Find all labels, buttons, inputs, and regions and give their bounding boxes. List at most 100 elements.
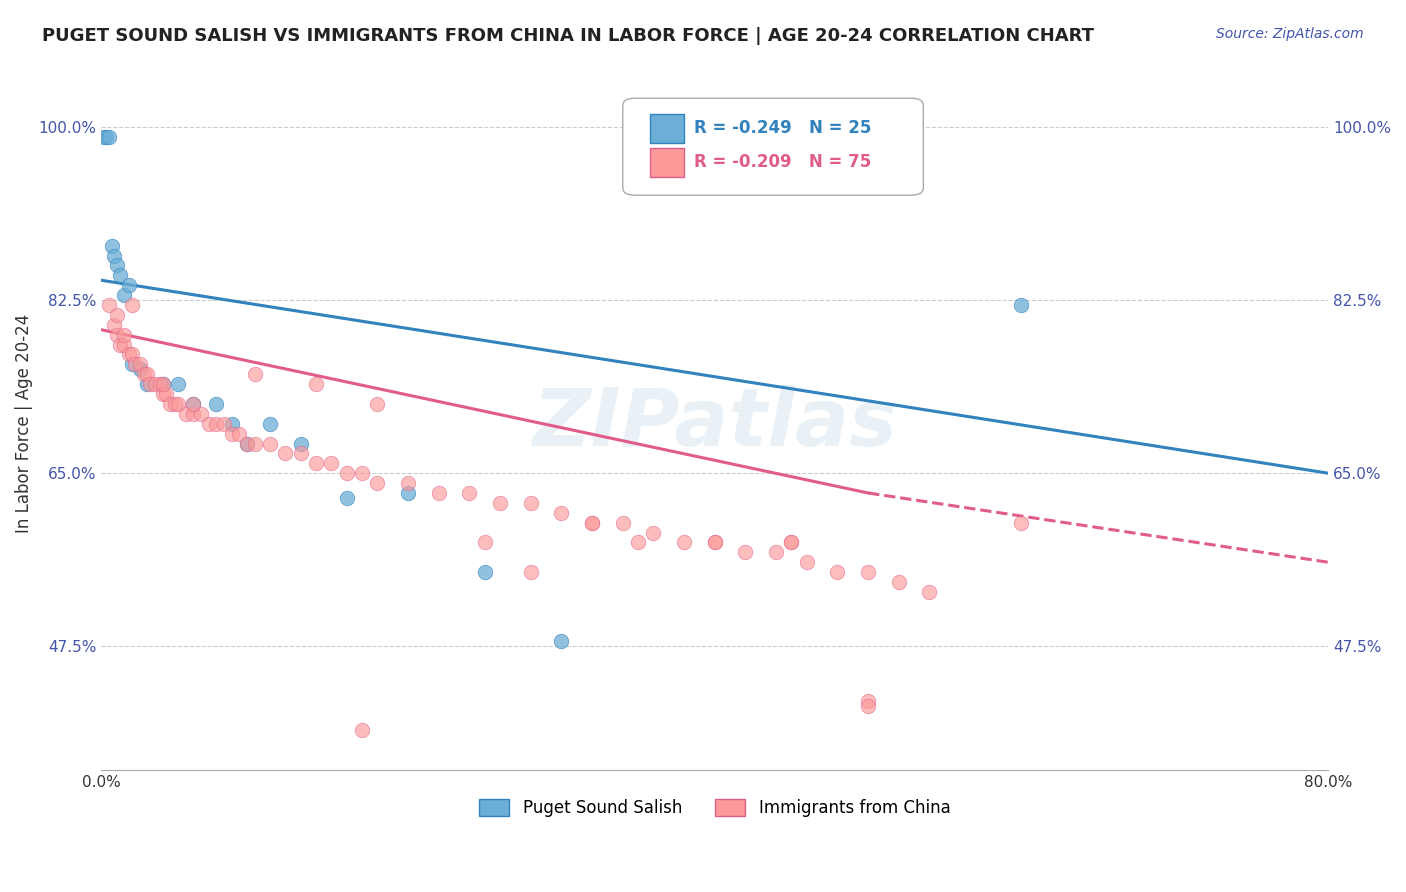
Text: R = -0.209   N = 75: R = -0.209 N = 75 xyxy=(695,153,872,171)
Point xyxy=(155,387,177,401)
Point xyxy=(474,535,496,549)
Point xyxy=(105,308,128,322)
Point xyxy=(167,377,190,392)
Point xyxy=(243,368,266,382)
Point xyxy=(228,426,250,441)
Point xyxy=(128,362,150,376)
Point xyxy=(221,426,243,441)
Point xyxy=(352,466,374,480)
Point xyxy=(205,417,228,431)
Point xyxy=(108,337,131,351)
Point xyxy=(336,491,359,505)
Point xyxy=(305,377,328,392)
Point xyxy=(856,694,879,708)
Point xyxy=(352,723,374,738)
Point xyxy=(780,535,803,549)
Point xyxy=(190,407,212,421)
Point xyxy=(581,516,603,530)
Point xyxy=(336,466,359,480)
Y-axis label: In Labor Force | Age 20-24: In Labor Force | Age 20-24 xyxy=(15,314,32,533)
Point xyxy=(167,397,190,411)
Point xyxy=(703,535,725,549)
Point xyxy=(643,525,665,540)
Point xyxy=(112,337,135,351)
Point xyxy=(734,545,756,559)
Point xyxy=(118,347,141,361)
Point xyxy=(520,496,543,510)
Point xyxy=(121,347,143,361)
Point xyxy=(101,238,124,252)
Point xyxy=(673,535,696,549)
Point xyxy=(796,555,818,569)
Point xyxy=(321,456,343,470)
Point xyxy=(139,377,162,392)
Point xyxy=(152,377,174,392)
Point xyxy=(98,129,121,144)
Point xyxy=(856,698,879,713)
Point xyxy=(396,476,419,491)
Point xyxy=(103,318,125,332)
Point xyxy=(366,397,388,411)
Point xyxy=(489,496,512,510)
Point xyxy=(918,585,941,599)
Point xyxy=(1010,516,1032,530)
Point xyxy=(93,129,115,144)
Point xyxy=(550,506,572,520)
Point xyxy=(427,486,450,500)
Point xyxy=(856,565,879,579)
Point xyxy=(627,535,650,549)
Point xyxy=(550,634,572,648)
Point xyxy=(366,476,388,491)
Bar xyxy=(650,148,685,178)
Point xyxy=(136,368,159,382)
Point xyxy=(780,535,803,549)
Point xyxy=(581,516,603,530)
Text: PUGET SOUND SALISH VS IMMIGRANTS FROM CHINA IN LABOR FORCE | AGE 20-24 CORRELATI: PUGET SOUND SALISH VS IMMIGRANTS FROM CH… xyxy=(42,27,1094,45)
Point xyxy=(458,486,481,500)
Point xyxy=(134,368,156,382)
Point xyxy=(236,436,259,450)
Point xyxy=(143,377,166,392)
Point xyxy=(149,377,172,392)
Point xyxy=(128,357,150,371)
Point xyxy=(290,446,312,460)
FancyBboxPatch shape xyxy=(623,98,924,195)
Point xyxy=(183,397,205,411)
Point xyxy=(118,278,141,293)
Point xyxy=(163,397,186,411)
Point xyxy=(183,407,205,421)
Point xyxy=(221,417,243,431)
Point xyxy=(103,248,125,262)
Bar xyxy=(650,114,685,144)
Point xyxy=(259,417,281,431)
Point xyxy=(205,397,228,411)
Point xyxy=(112,327,135,342)
Point xyxy=(152,387,174,401)
Point xyxy=(243,436,266,450)
Point xyxy=(703,535,725,549)
Point xyxy=(612,516,634,530)
Point xyxy=(396,486,419,500)
Point xyxy=(159,397,181,411)
Point xyxy=(152,377,174,392)
Point xyxy=(212,417,235,431)
Point xyxy=(183,397,205,411)
Point xyxy=(105,327,128,342)
Point xyxy=(274,446,297,460)
Point xyxy=(121,357,143,371)
Point xyxy=(1010,298,1032,312)
Point xyxy=(112,288,135,302)
Point xyxy=(887,574,910,589)
Point xyxy=(765,545,787,559)
Point xyxy=(474,565,496,579)
Point xyxy=(98,298,121,312)
Point xyxy=(121,298,143,312)
Text: R = -0.249   N = 25: R = -0.249 N = 25 xyxy=(695,119,872,137)
Point xyxy=(236,436,259,450)
Point xyxy=(520,565,543,579)
Point xyxy=(94,129,117,144)
Point xyxy=(259,436,281,450)
Point xyxy=(136,377,159,392)
Point xyxy=(305,456,328,470)
Point xyxy=(105,259,128,273)
